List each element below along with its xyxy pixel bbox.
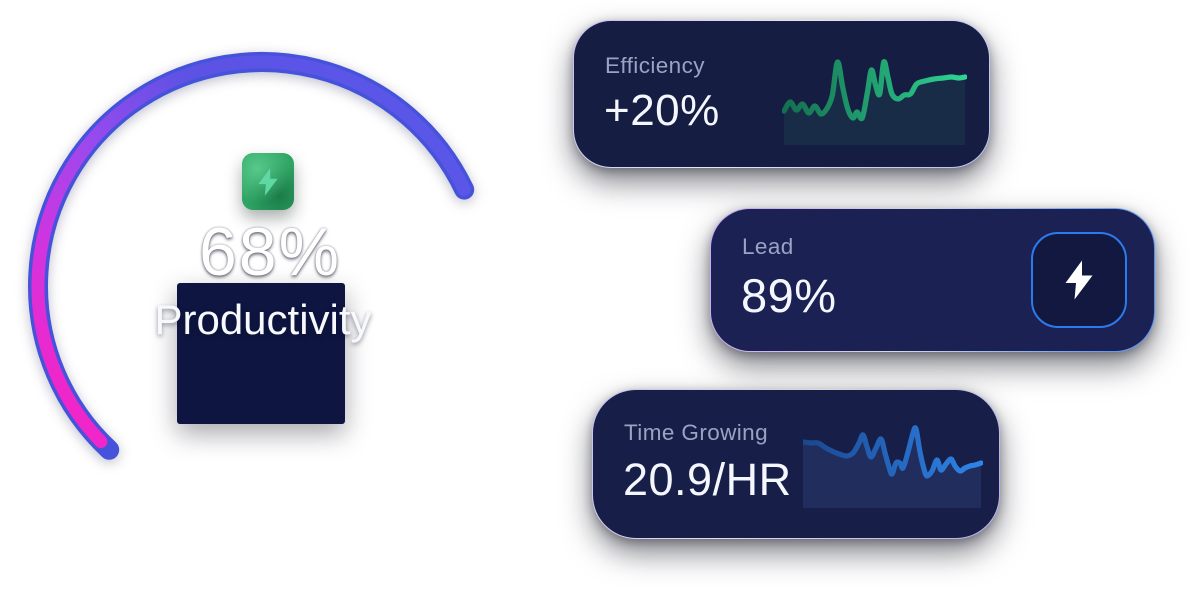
- time-growing-value: 20.9/HR: [623, 454, 792, 505]
- lightning-bolt-icon: [258, 167, 278, 196]
- productivity-gauge-arc: [28, 52, 475, 460]
- efficiency-value: +20%: [604, 86, 720, 135]
- gauge-title: Productivity: [154, 296, 372, 343]
- card-lead: Lead 89%: [710, 208, 1155, 352]
- efficiency-label: Efficiency: [605, 53, 705, 78]
- energy-badge: [242, 153, 294, 210]
- gauge-arc-progress: [31, 55, 471, 449]
- card-efficiency: Efficiency +20%: [573, 20, 990, 168]
- time-growing-sparkline: [803, 425, 983, 508]
- lead-action-button[interactable]: [1031, 232, 1127, 328]
- lead-label: Lead: [742, 234, 794, 259]
- gauge-percent-value: 68%: [198, 214, 342, 290]
- card-time-growing: Time Growing 20.9/HR: [592, 389, 1000, 539]
- time-growing-label: Time Growing: [624, 420, 768, 445]
- efficiency-sparkline: [782, 59, 967, 145]
- productivity-panel: [177, 283, 345, 424]
- lightning-bolt-icon: [1065, 260, 1093, 300]
- lead-value: 89%: [741, 269, 837, 322]
